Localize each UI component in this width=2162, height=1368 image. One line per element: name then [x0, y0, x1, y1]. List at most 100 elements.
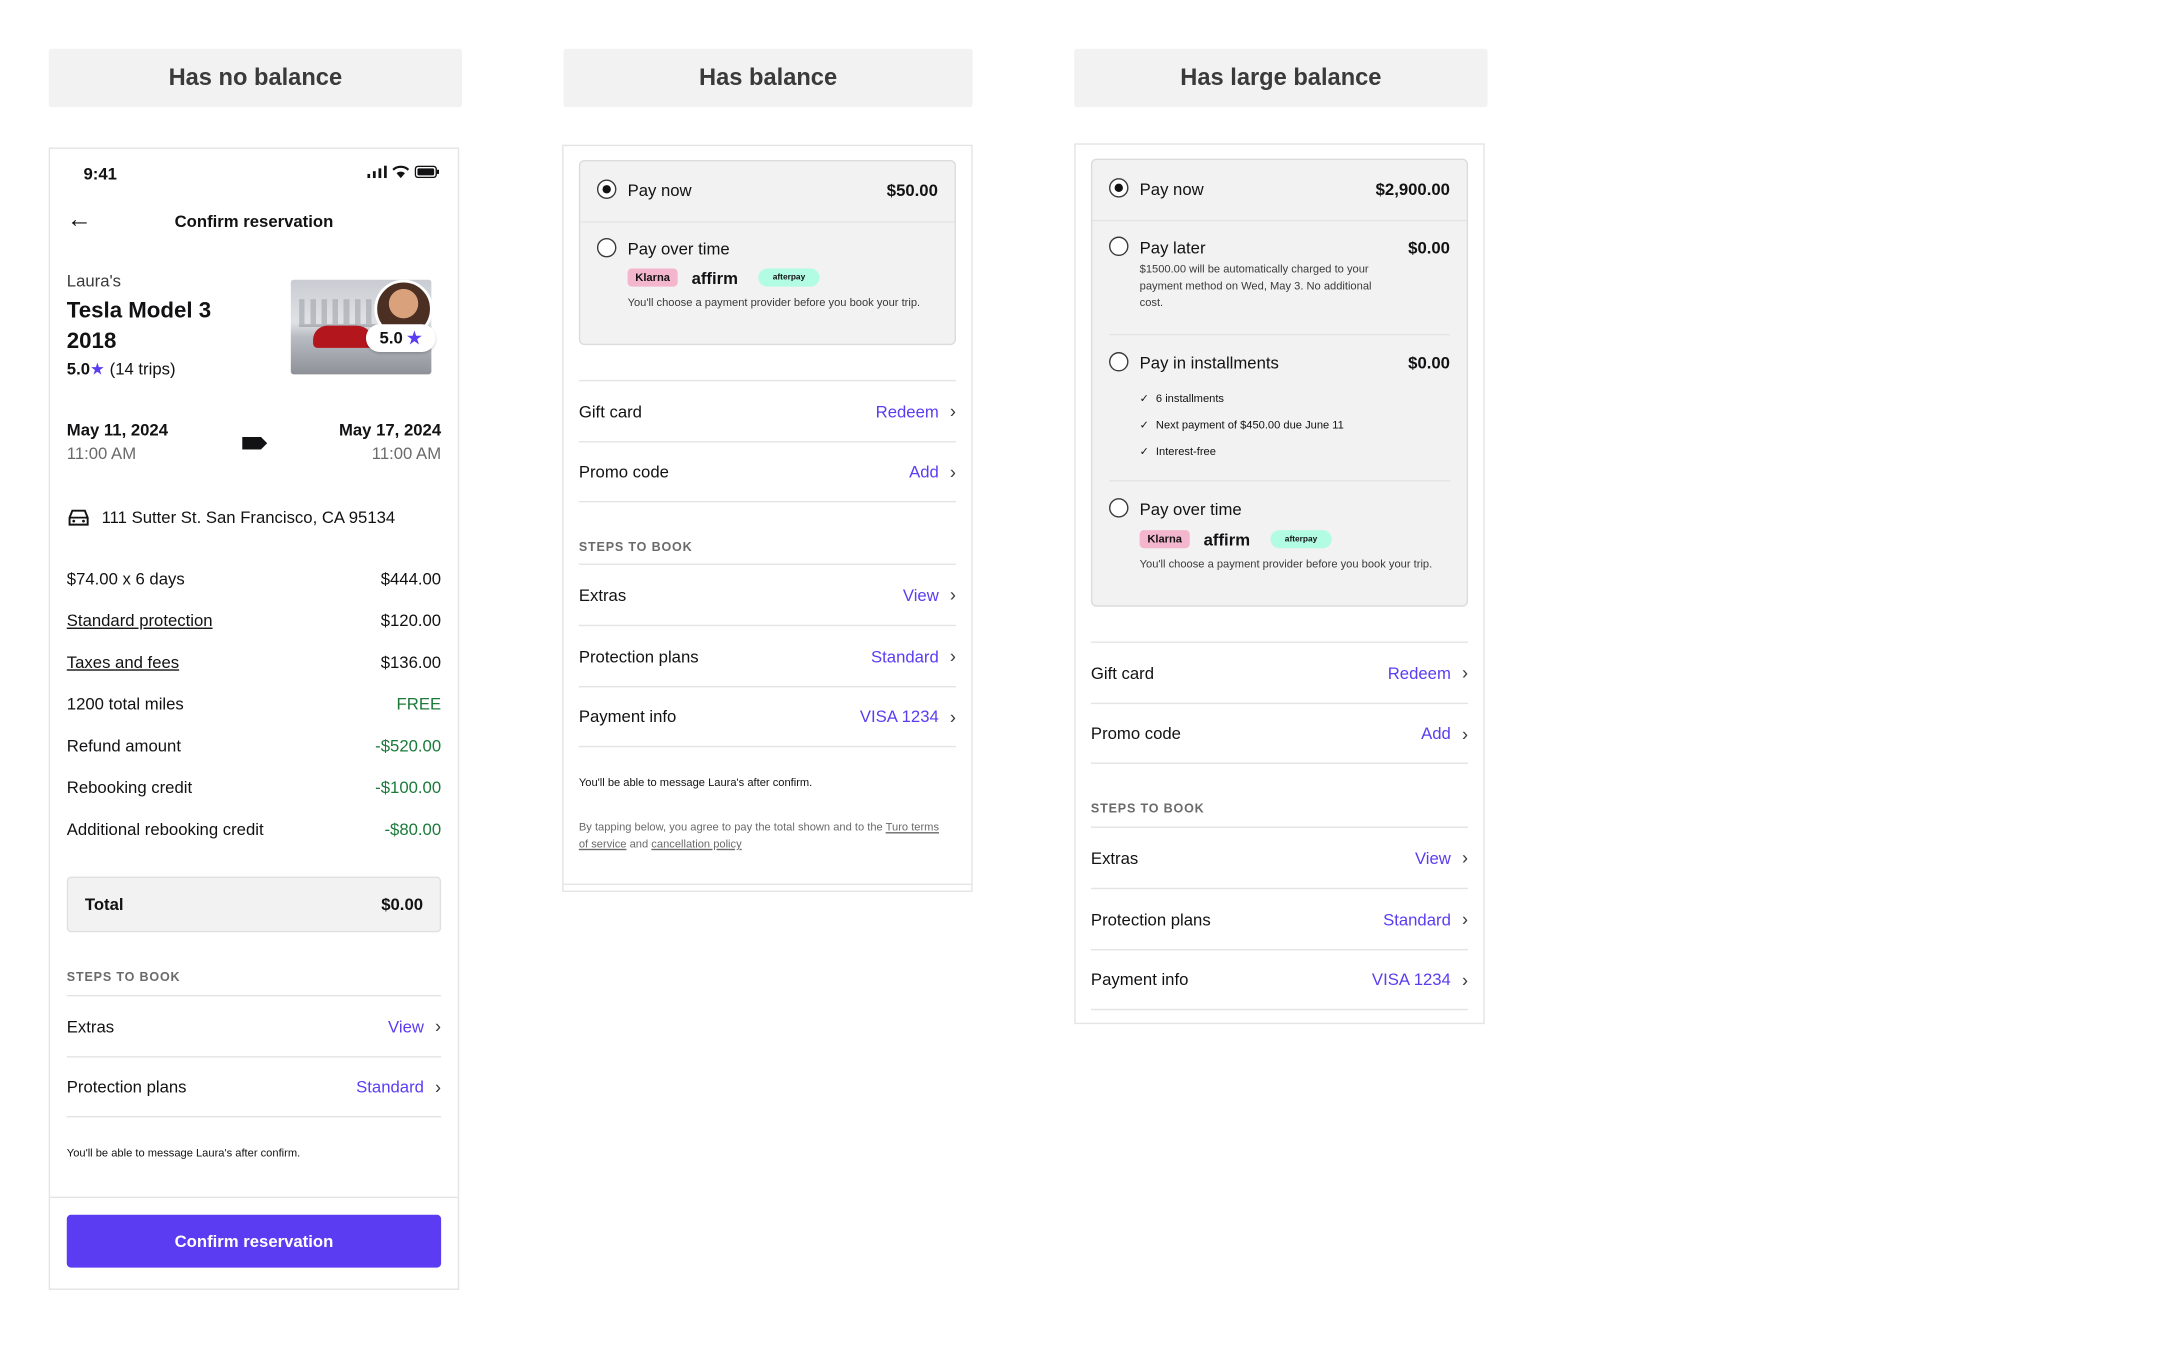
chevron-right-icon: › — [949, 706, 956, 728]
step-value: View — [902, 585, 939, 605]
step-row-payment[interactable]: Payment info VISA 1234 › — [1090, 949, 1469, 1011]
gift-card-row[interactable]: Gift card Redeem › — [578, 379, 956, 441]
car-name: Tesla Model 3 2018 — [66, 299, 212, 354]
step-label: Protection plans — [1090, 909, 1211, 929]
installment-text: Interest-free — [1155, 445, 1216, 458]
divider — [580, 221, 955, 223]
step-row-extras[interactable]: Extras View › — [578, 563, 956, 625]
terms-note: By tapping below, you agree to pay the t… — [579, 820, 948, 853]
step-row-protection[interactable]: Protection plans Standard › — [578, 624, 956, 686]
total-label: Total — [84, 894, 124, 915]
pay-now-radio[interactable] — [596, 179, 617, 199]
divider — [563, 883, 972, 885]
taxes-fees-link[interactable]: Taxes and fees — [66, 652, 180, 673]
battery-icon — [414, 165, 440, 179]
owner-name: Laura's — [66, 271, 122, 291]
chevron-right-icon: › — [949, 584, 956, 606]
terms-prefix: By tapping below, you agree to pay the t… — [578, 820, 883, 834]
chevron-right-icon: › — [949, 461, 956, 483]
pay-now-amount: $2,900.00 — [1375, 179, 1450, 199]
divider — [1109, 480, 1450, 482]
star-icon: ★ — [90, 359, 105, 379]
pay-over-time-label: Pay over time — [627, 239, 730, 259]
klarna-logo: Klarna — [627, 268, 678, 287]
cancellation-policy-link[interactable]: cancellation policy — [651, 837, 742, 851]
pay-now-label: Pay now — [627, 180, 692, 201]
check-icon: ✓ — [1139, 392, 1149, 405]
step-row-protection[interactable]: Protection plans Standard › — [1090, 887, 1469, 949]
pay-now-amount: $50.00 — [886, 180, 938, 201]
status-time: 9:41 — [83, 164, 117, 184]
row-value: Add — [909, 461, 939, 482]
price-row: Refund amount -$520.00 — [67, 736, 441, 755]
standard-protection-link[interactable]: Standard protection — [66, 610, 213, 631]
terms-of-service-link[interactable]: Turo terms of service — [578, 820, 940, 851]
row-value: Redeem — [1387, 663, 1451, 683]
car-rating: 5.0★ (14 trips) — [67, 359, 176, 378]
price-value: FREE — [396, 694, 442, 714]
rating-badge: 5.0 ★ — [365, 324, 436, 353]
terms-and: and — [629, 837, 649, 851]
step-label: Protection plans — [66, 1077, 187, 1097]
price-row: Rebooking credit -$100.00 — [67, 778, 441, 797]
step-row-protection[interactable]: Protection plans Standard › — [66, 1056, 442, 1118]
payment-options-box: Pay now $2,900.00 Pay later $0.00 $1500.… — [1090, 158, 1469, 607]
confirm-reservation-button[interactable]: Confirm reservation — [66, 1214, 442, 1268]
row-value: Add — [1421, 723, 1451, 744]
start-date: May 11, 2024 — [66, 420, 169, 440]
price-label: Rebooking credit — [66, 777, 193, 798]
row-label: Promo code — [578, 461, 669, 482]
step-value: Standard — [1383, 909, 1451, 929]
affirm-logo: affirm — [1203, 530, 1251, 550]
pay-over-time-radio[interactable] — [596, 237, 617, 258]
price-row: Taxes and fees $136.00 — [67, 653, 441, 672]
pay-later-amount: $0.00 — [1408, 237, 1450, 258]
promo-code-row[interactable]: Promo code Add › — [578, 441, 956, 503]
pay-installments-amount: $0.00 — [1408, 353, 1450, 373]
chevron-right-icon: › — [1461, 969, 1469, 991]
wifi-icon — [392, 165, 410, 179]
header-has-balance: Has balance — [563, 48, 973, 108]
step-value: View — [388, 1016, 424, 1036]
price-label: 1200 total miles — [66, 694, 184, 714]
start-time: 11:00 AM — [66, 443, 137, 464]
header-large-balance: Has large balance — [1074, 48, 1488, 108]
pickup-address: 111 Sutter St. San Francisco, CA 95134 — [67, 508, 395, 527]
price-label: Additional rebooking credit — [66, 819, 264, 840]
pay-now-radio[interactable] — [1109, 178, 1129, 198]
provider-note: You'll choose a payment provider before … — [1139, 557, 1433, 571]
phone-screen-no-balance: 9:41 ← Confirm reservation Laura's Tesla… — [48, 147, 460, 1290]
check-icon: ✓ — [1139, 445, 1149, 458]
price-label: Refund amount — [66, 736, 181, 756]
chevron-right-icon: › — [1461, 722, 1469, 744]
pay-later-label: Pay later — [1139, 237, 1206, 258]
message-note: You'll be able to message Laura's after … — [66, 1146, 301, 1160]
chevron-right-icon: › — [1461, 662, 1469, 684]
row-label: Gift card — [1090, 663, 1155, 683]
step-label: Payment info — [1090, 969, 1189, 990]
price-row: Additional rebooking credit -$80.00 — [67, 820, 441, 839]
back-arrow-icon[interactable]: ← — [66, 204, 92, 233]
step-value: VISA 1234 — [859, 706, 939, 727]
price-row: Standard protection $120.00 — [67, 611, 441, 630]
promo-code-row[interactable]: Promo code Add › — [1090, 702, 1469, 764]
price-value: $136.00 — [380, 652, 442, 673]
pay-installments-radio[interactable] — [1109, 352, 1129, 372]
step-value: VISA 1234 — [1371, 969, 1451, 990]
pay-over-time-radio[interactable] — [1109, 498, 1129, 518]
pay-over-time-label: Pay over time — [1139, 499, 1242, 520]
page-title: Confirm reservation — [174, 211, 334, 231]
step-row-extras[interactable]: Extras View › — [66, 994, 442, 1056]
step-row-extras[interactable]: Extras View › — [1090, 826, 1469, 888]
step-value: View — [1414, 848, 1451, 868]
step-label: Protection plans — [578, 646, 699, 666]
chevron-right-icon: › — [1461, 908, 1469, 930]
step-row-payment[interactable]: Payment info VISA 1234 › — [578, 686, 956, 748]
chevron-right-icon: › — [1461, 847, 1469, 869]
installment-check: ✓ Next payment of $450.00 due June 11 — [1140, 419, 1344, 432]
gift-card-row[interactable]: Gift card Redeem › — [1090, 641, 1469, 702]
step-label: Extras — [66, 1016, 115, 1036]
pay-later-radio[interactable] — [1109, 236, 1129, 257]
payment-options-box: Pay now $50.00 Pay over time Klarna affi… — [578, 160, 956, 346]
installment-check: ✓ Interest-free — [1140, 445, 1216, 458]
